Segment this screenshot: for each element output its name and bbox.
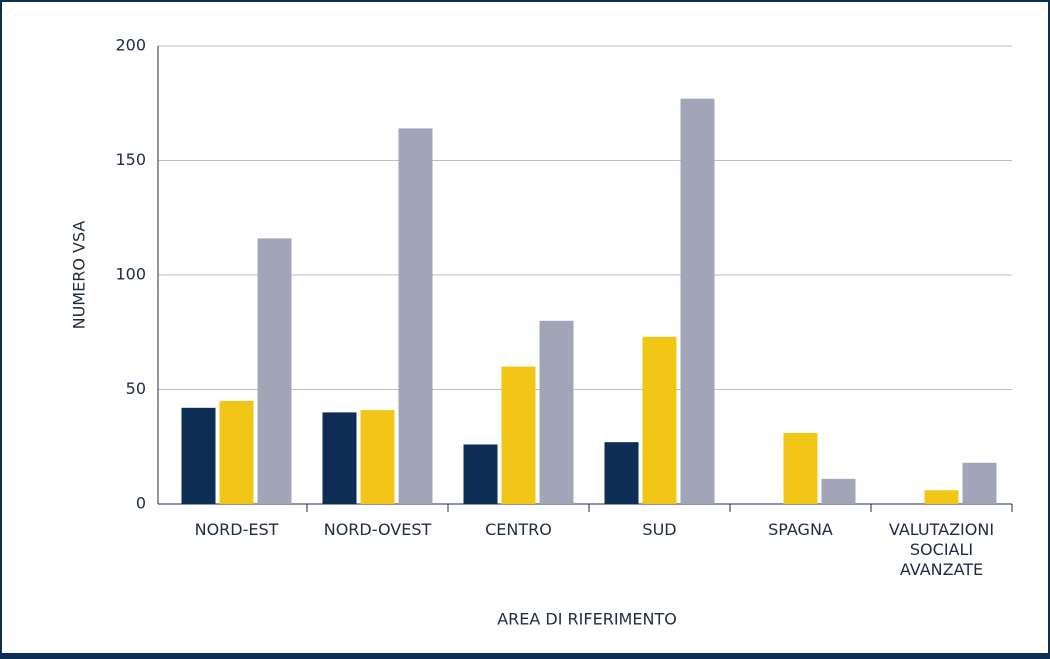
y-tick-label: 150 — [115, 150, 146, 169]
y-tick-label: 50 — [126, 379, 146, 398]
x-tick-label: VALUTAZIONI SOCIALI AVANZATE — [888, 520, 995, 579]
bar — [501, 366, 536, 504]
y-tick-label: 0 — [136, 494, 146, 513]
bar — [924, 490, 959, 504]
bar — [680, 98, 715, 505]
x-tick-label: SUD — [642, 520, 677, 539]
x-tick-label: NORD-EST — [194, 520, 279, 539]
y-tick-label: 200 — [115, 36, 146, 55]
bar — [219, 400, 254, 504]
bar — [257, 238, 292, 505]
bar — [821, 478, 856, 504]
bar — [398, 128, 433, 504]
bar — [962, 462, 997, 504]
bar — [322, 412, 357, 504]
bar — [181, 407, 216, 504]
y-tick-label: 100 — [115, 265, 146, 284]
bar — [604, 442, 639, 504]
y-axis-title: NUMERO VSA — [70, 221, 89, 330]
bar — [360, 410, 395, 504]
x-tick-label: SPAGNA — [768, 520, 833, 539]
x-tick-label: CENTRO — [485, 520, 552, 539]
bar — [783, 433, 818, 504]
x-axis-title: AREA DI RIFERIMENTO — [497, 610, 677, 629]
x-tick-label: NORD-OVEST — [323, 520, 432, 539]
bar — [539, 320, 574, 504]
bar — [642, 336, 677, 504]
bar — [463, 444, 498, 504]
